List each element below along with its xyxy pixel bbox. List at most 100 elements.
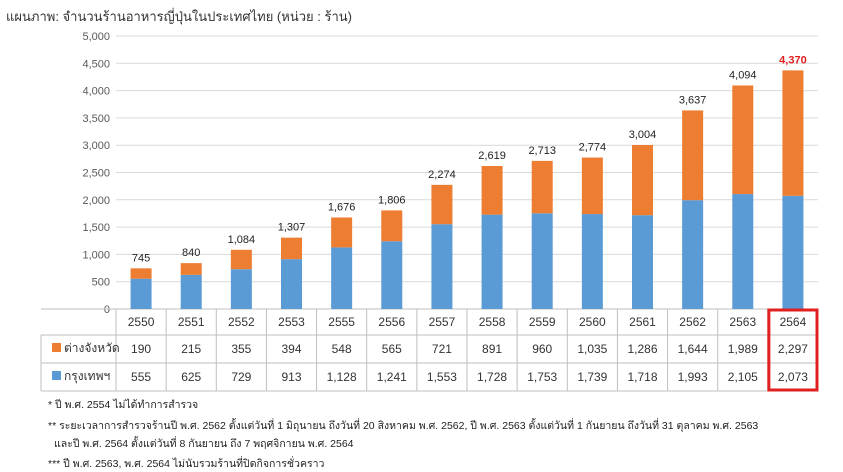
table-cell-provinces: 2,297: [778, 342, 808, 356]
total-data-label: 2,774: [579, 142, 607, 154]
y-tick-label: 4,000: [82, 86, 110, 98]
total-data-label: 1,307: [278, 222, 306, 234]
table-cell-provinces: 394: [281, 342, 301, 356]
stacked-bar-chart: 0 500 1,000 1,500 2,000 2,500 3,000 3,500 4,000 4…: [40, 31, 819, 392]
table-cell-provinces: 565: [382, 342, 402, 356]
table-cell-bangkok: 1,718: [627, 370, 657, 384]
bar-provinces: [481, 166, 503, 215]
table-cell-provinces: 1,644: [678, 342, 708, 356]
total-data-label: 3,637: [679, 94, 707, 106]
y-tick-label: 1,500: [82, 222, 110, 234]
table-cell-provinces: 190: [131, 342, 151, 356]
table-cell-bangkok: 1,753: [527, 370, 557, 384]
total-data-label: 2,619: [478, 150, 506, 162]
bar-provinces: [732, 85, 754, 195]
bar-provinces: [130, 268, 152, 279]
highlight-box: [767, 308, 819, 392]
x-tick-label: 2556: [378, 315, 405, 329]
bar-bangkok: [331, 247, 353, 309]
table-cell-bangkok: 1,993: [678, 370, 708, 384]
total-data-label: 745: [132, 252, 150, 264]
bar-provinces: [782, 70, 804, 196]
bar-provinces: [381, 210, 403, 242]
footnote-3: และปี พ.ศ. 2564 ตั้งแต่วันที่ 8 กันยายน …: [54, 438, 354, 450]
table-cell-bangkok: 2,105: [728, 370, 758, 384]
bar-provinces: [180, 263, 202, 275]
x-tick-label: 2558: [479, 315, 506, 329]
bar-bangkok: [581, 214, 603, 309]
table-cell-bangkok: 729: [231, 370, 251, 384]
x-tick-label: 2561: [629, 315, 656, 329]
x-tick-label: 2555: [328, 315, 355, 329]
table-cell-bangkok: 1,728: [477, 370, 507, 384]
total-data-label: 4,370: [779, 54, 807, 66]
table-cell-provinces: 355: [231, 342, 251, 356]
total-data-label: 3,004: [629, 129, 657, 141]
table-cell-bangkok: 1,128: [327, 370, 357, 384]
bar-bangkok: [230, 269, 252, 309]
total-data-label: 4,094: [729, 69, 757, 81]
y-tick-label: 4,500: [82, 58, 110, 70]
total-data-label: 840: [182, 247, 200, 259]
total-data-label: 1,676: [328, 201, 356, 213]
x-tick-label: 2553: [278, 315, 305, 329]
y-tick-label: 0: [104, 304, 110, 316]
bar-bangkok: [281, 259, 302, 309]
bar-bangkok: [782, 195, 804, 309]
y-tick-label: 3,000: [82, 140, 110, 152]
legend-label: กรุงเทพฯ: [64, 369, 110, 384]
table-cell-provinces: 1,035: [577, 342, 607, 356]
footnote-2: ** ระยะเวลาการสำรวจร้านปี พ.ศ. 2562 ตั้ง…: [48, 420, 759, 432]
table-cell-bangkok: 1,241: [377, 370, 407, 384]
x-tick-label: 2552: [228, 315, 255, 329]
bar-bangkok: [431, 224, 453, 309]
chart-title: แผนภาพ: จำนวนร้านอาหารญี่ปุ่นในประเทศไทย…: [6, 9, 352, 24]
bar-provinces: [230, 249, 252, 270]
bar-provinces: [632, 144, 653, 216]
bar-provinces: [331, 217, 353, 248]
table-cell-bangkok: 625: [181, 370, 201, 384]
x-tick-label: 2557: [429, 315, 456, 329]
bar-provinces: [281, 237, 302, 260]
total-data-label: 2,274: [428, 169, 456, 181]
table-cell-bangkok: 555: [131, 370, 151, 384]
total-data-label: 2,713: [528, 145, 556, 157]
bar-bangkok: [732, 194, 754, 309]
y-tick-label: 500: [92, 277, 110, 289]
bar-bangkok: [481, 214, 503, 309]
total-data-label: 1,806: [378, 194, 406, 206]
legend-swatch: [52, 371, 61, 380]
x-tick-label: 2564: [780, 315, 807, 329]
footnote-1: * ปี พ.ศ. 2554 ไม่ได้ทำการสำรวจ: [48, 399, 199, 411]
table-cell-bangkok: 1,553: [427, 370, 457, 384]
bar-provinces: [431, 184, 453, 225]
x-tick-label: 2560: [579, 315, 606, 329]
bar-bangkok: [632, 215, 653, 309]
table-cell-provinces: 891: [482, 342, 502, 356]
table-cell-provinces: 215: [181, 342, 201, 356]
table-cell-provinces: 721: [432, 342, 452, 356]
x-tick-label: 2551: [178, 315, 205, 329]
bar-bangkok: [381, 241, 403, 309]
table-cell-provinces: 960: [532, 342, 552, 356]
legend-label: ต่างจังหวัด: [64, 341, 120, 355]
x-tick-label: 2550: [128, 315, 155, 329]
y-tick-label: 1,000: [82, 249, 110, 261]
bar-provinces: [682, 110, 704, 201]
bar-bangkok: [531, 213, 553, 309]
bar-bangkok: [682, 200, 704, 309]
table-cell-provinces: 548: [332, 342, 352, 356]
y-tick-label: 2,500: [82, 168, 110, 180]
bar-bangkok: [180, 274, 202, 309]
footnote-4: *** ปี พ.ศ. 2563, พ.ศ. 2564 ไม่นับรวมร้า…: [48, 458, 325, 470]
table-cell-provinces: 1,989: [728, 342, 758, 356]
y-tick-label: 2,000: [82, 195, 110, 207]
table-cell-provinces: 1,286: [627, 342, 657, 356]
table-cell-bangkok: 1,739: [577, 370, 607, 384]
bar-provinces: [581, 157, 603, 215]
legend-swatch: [52, 343, 61, 352]
x-tick-label: 2559: [529, 315, 556, 329]
bar-provinces: [531, 160, 553, 214]
table-cell-bangkok: 913: [281, 370, 301, 384]
bar-bangkok: [130, 278, 152, 309]
